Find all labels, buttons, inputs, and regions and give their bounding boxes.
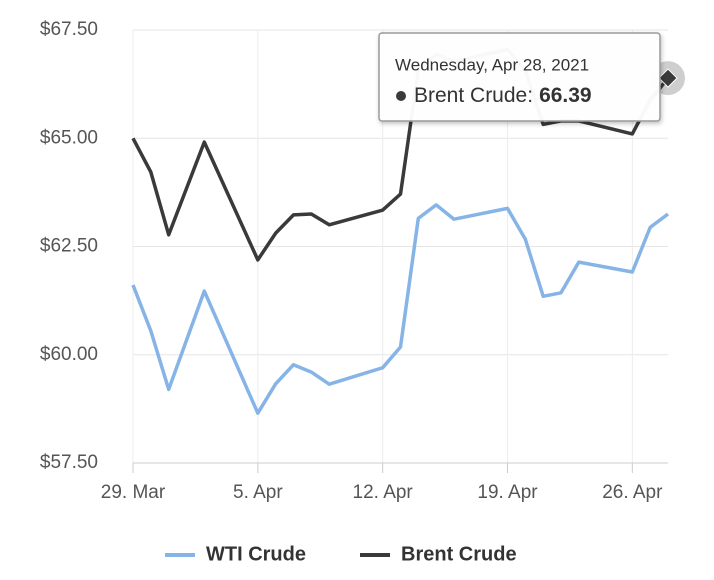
tooltip-box [378, 32, 661, 122]
tooltip: Wednesday, Apr 28, 2021 Brent Crude: 66.39 [378, 32, 661, 122]
hover-marker [658, 68, 678, 88]
x-tick-label: 26. Apr [602, 482, 663, 503]
y-tick-label: $67.50 [40, 19, 98, 40]
x-tick-label: 5. Apr [233, 482, 283, 503]
tooltip-bullet [396, 91, 406, 101]
y-tick-label: $62.50 [40, 236, 98, 257]
x-tick-label: 29. Mar [101, 482, 166, 503]
tooltip-label: Brent Crude: [414, 84, 533, 107]
y-tick-label: $57.50 [40, 452, 98, 473]
tooltip-line: Brent Crude: 66.39 [414, 84, 592, 107]
x-tick-label: 12. Apr [353, 482, 414, 503]
legend-label: WTI Crude [206, 543, 306, 565]
x-tick-label: 19. Apr [477, 482, 538, 503]
line-series [131, 203, 670, 415]
y-tick-label: $60.00 [40, 344, 98, 365]
legend-label: Brent Crude [401, 543, 517, 565]
tooltip-value: 66.39 [539, 84, 592, 107]
y-tick-label: $65.00 [40, 127, 98, 148]
tooltip-header: Wednesday, Apr 28, 2021 [395, 55, 589, 74]
